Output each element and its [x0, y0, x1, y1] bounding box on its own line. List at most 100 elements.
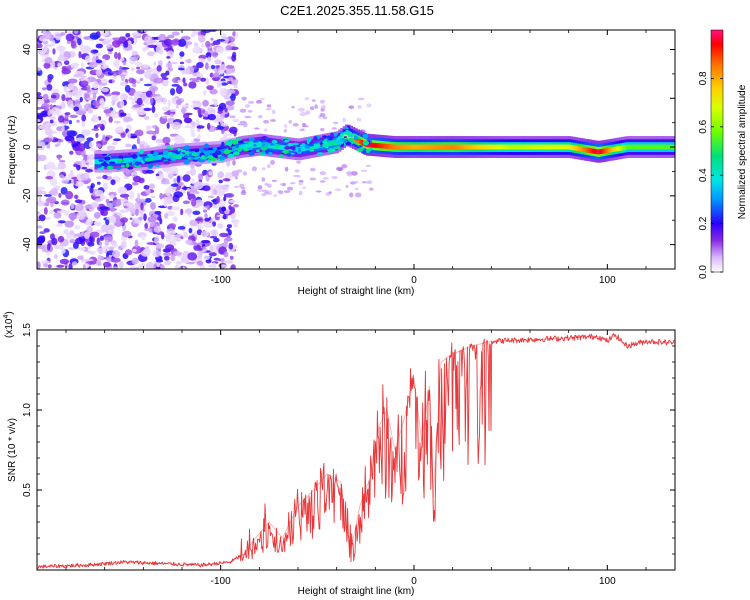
spectrogram-cell — [38, 214, 46, 222]
spectrogram-ridge — [587, 147, 591, 153]
spectrogram-ridge — [575, 145, 578, 151]
spectrogram-cell — [164, 260, 172, 266]
spectrogram-ridge — [204, 150, 207, 156]
spectrogram-cell — [97, 254, 102, 262]
spectrogram-cell — [73, 176, 77, 185]
spectrogram-ridge-cell — [136, 152, 140, 157]
spectrogram-cell — [129, 266, 140, 269]
spectrogram-cell — [333, 121, 339, 125]
spectrogram-cell — [189, 77, 199, 81]
spectrogram-cell — [170, 113, 174, 118]
spectrogram-ridge — [651, 144, 654, 150]
spectrogram-ridge — [140, 156, 144, 162]
spectrogram-cell — [223, 196, 227, 202]
spectrogram-ridge — [419, 144, 422, 150]
spectrogram-cell — [69, 114, 78, 118]
spectrogram-ridge — [527, 144, 531, 150]
spectrogram-cell — [59, 258, 70, 265]
spectrogram-ridge — [433, 144, 436, 150]
spectrogram-cell — [111, 114, 120, 119]
spectrogram-cell — [193, 242, 198, 247]
spectrogram-ridge — [586, 147, 589, 153]
spectrogram-cell — [331, 127, 337, 130]
spectrogram-ridge — [510, 144, 514, 150]
spectrogram-cell — [188, 81, 197, 89]
spectrogram-ridge — [541, 144, 544, 150]
spectrogram-cell — [177, 226, 186, 230]
spectrogram-ridge — [359, 139, 362, 144]
spectrogram-ridge — [533, 144, 537, 150]
spectrogram-xtick-label: -100 — [211, 275, 231, 286]
spectrogram-cell — [272, 179, 277, 182]
spectrogram-cell — [284, 166, 289, 172]
spectrogram-cell — [49, 177, 58, 186]
spectrogram-cell — [126, 131, 131, 140]
spectrogram-ridge — [270, 143, 274, 149]
spectrogram-cell — [131, 78, 137, 84]
spectrogram-cell — [135, 91, 143, 96]
spectrogram-ridge — [496, 144, 500, 150]
spectrogram-cell — [138, 208, 143, 215]
spectrogram-ridge — [516, 144, 520, 150]
spectrogram-cell — [131, 171, 138, 176]
spectrogram-cell — [209, 235, 218, 239]
spectrogram-cell — [296, 175, 301, 178]
spectrogram-ridge-cell — [322, 141, 328, 144]
spectrogram-cell — [37, 225, 43, 229]
spectrogram-ridge-cell — [284, 146, 291, 150]
spectrogram-cell — [192, 80, 200, 83]
spectrogram-ridge — [442, 144, 445, 150]
spectrogram-cell — [119, 65, 123, 74]
spectrogram-ridge-cell — [140, 149, 144, 155]
spectrogram-ridge — [631, 144, 634, 150]
spectrogram-ridge — [303, 146, 306, 151]
spectrogram-ridge — [492, 144, 495, 150]
spectrogram-cell — [90, 183, 95, 189]
spectrogram-cell — [87, 242, 95, 247]
spectrogram-cell — [341, 164, 348, 169]
spectrogram-ridge — [572, 145, 575, 151]
spectrogram-ridge-cell — [227, 153, 235, 159]
snr-panel: -100 0 100 0.5 1.0 1.5 Height of straight lin… — [3, 311, 676, 597]
spectrogram-cell — [44, 44, 48, 53]
spectrogram-ridge — [504, 144, 507, 150]
spectrogram-cell — [193, 181, 204, 190]
spectrogram-ridge — [428, 144, 432, 150]
spectrogram-cell — [183, 82, 188, 87]
spectrogram-cell — [204, 213, 208, 219]
spectrogram-cell — [57, 62, 62, 68]
spectrogram-ridge-cell — [345, 141, 352, 146]
snr-frame — [36, 329, 676, 571]
spectrogram-cell — [98, 85, 102, 91]
spectrogram-cell — [93, 221, 98, 225]
spectrogram-ridge-cell — [248, 137, 255, 142]
spectrogram-cell — [223, 240, 228, 248]
spectrogram-ridge-cell — [117, 158, 123, 163]
spectrogram-cell — [150, 195, 156, 199]
spectrogram-ridge — [595, 149, 599, 155]
spectrogram-cell — [229, 126, 238, 134]
spectrogram-ridge — [134, 157, 138, 163]
spectrogram-cell — [96, 123, 103, 128]
spectrogram-ridge-cell — [345, 131, 353, 136]
spectrogram-cell — [289, 182, 296, 185]
spectrogram-cell — [45, 123, 54, 126]
spectrogram-cell — [105, 219, 110, 226]
spectrogram-cell — [69, 230, 75, 235]
spectrogram-ridge-cell — [207, 159, 211, 163]
spectrogram-cell — [99, 235, 104, 241]
spectrogram-ridge-cell — [153, 151, 159, 156]
spectrogram-cell — [60, 187, 68, 195]
spectrogram-ridge — [97, 159, 101, 165]
spectrogram-cell — [247, 100, 255, 104]
spectrogram-ridge-cell — [121, 164, 125, 168]
spectrogram-ridge — [550, 144, 554, 150]
spectrogram-cell — [134, 239, 139, 248]
spectrogram-ridge — [239, 144, 243, 150]
spectrogram-cell — [149, 222, 156, 228]
spectrogram-ridge — [295, 146, 299, 152]
spectrogram-cell — [64, 114, 69, 120]
spectrogram-cell — [310, 106, 315, 111]
spectrogram-ridge — [561, 144, 565, 150]
spectrogram-cell — [86, 85, 91, 92]
